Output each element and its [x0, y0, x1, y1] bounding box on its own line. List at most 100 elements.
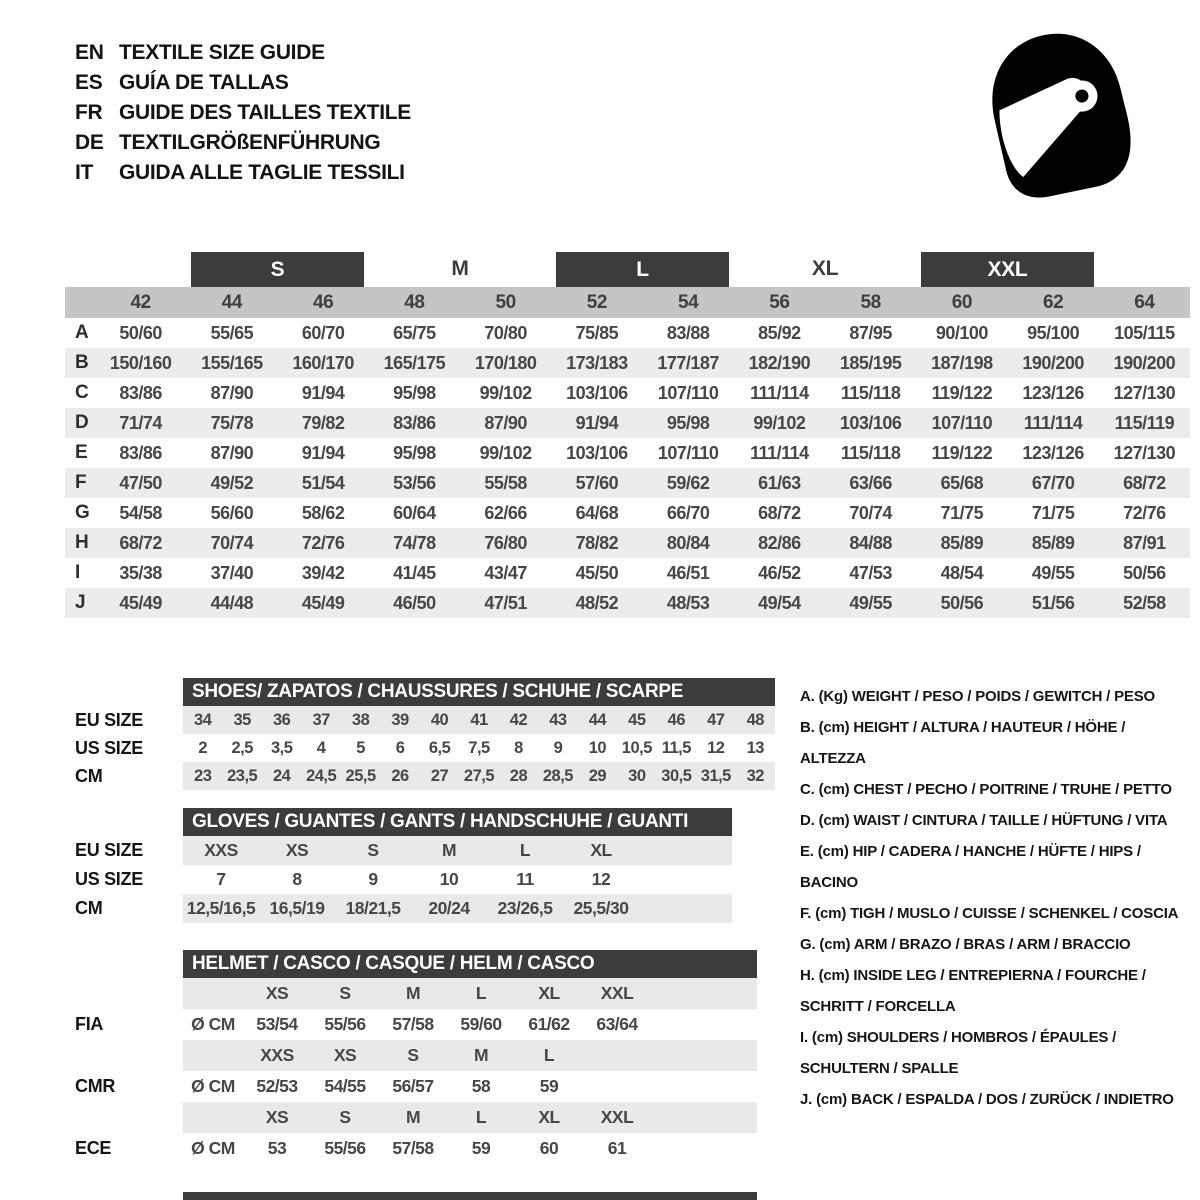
- diameter-cm-label: [183, 978, 243, 1009]
- size-value: 7: [216, 869, 226, 889]
- size-value: 61/62: [528, 1014, 570, 1034]
- size-value: 47: [707, 710, 725, 729]
- size-range-value: 165/175: [383, 352, 446, 373]
- diameter-cm-label: Ø CM: [191, 1138, 235, 1158]
- legend-text: HIP / CADERA / HANCHE / HÜFTE / HIPS / B…: [800, 843, 1141, 891]
- size-label-xl: XL: [811, 257, 839, 280]
- row-letter: C: [75, 382, 89, 403]
- size-value: 32: [746, 766, 765, 785]
- numeric-size: 48: [404, 291, 425, 313]
- numeric-size: 50: [495, 291, 517, 313]
- size-range-value: 182/190: [748, 352, 811, 373]
- size-range-value: 190/200: [1022, 352, 1084, 373]
- row-label: US SIZE: [75, 737, 143, 758]
- size-range-value: 50/56: [940, 592, 984, 613]
- language-title: GUIDA ALLE TAGLIE TESSILI: [119, 161, 405, 184]
- helmet-size-table: HELMET / CASCO / CASQUE / HELM / CASCO X…: [65, 950, 757, 1164]
- size-range-value: 95/98: [393, 442, 436, 463]
- size-range-value: 78/82: [575, 532, 619, 553]
- size-value: 24: [272, 766, 291, 785]
- table-row: CM 23 23,5 24 24,5: [65, 762, 775, 790]
- size-range-value: 119/122: [931, 442, 993, 463]
- size-range-value: 115/119: [1114, 412, 1175, 433]
- numeric-size: 44: [221, 291, 243, 313]
- size-range-value: 51/54: [301, 472, 345, 493]
- size-value: 2,5: [231, 738, 253, 757]
- legend-unit: (cm): [818, 719, 850, 736]
- legend-key: A.: [800, 688, 815, 705]
- size-value: 53: [267, 1138, 287, 1158]
- size-letter-row: S M L XL XXL: [65, 251, 1190, 287]
- size-value: 57/58: [392, 1138, 434, 1158]
- size-range-value: 66/70: [666, 502, 710, 523]
- size-range-value: 87/90: [484, 412, 527, 433]
- size-value: M: [441, 840, 457, 860]
- numeric-size: 42: [130, 291, 152, 313]
- size-range-value: 103/106: [566, 382, 628, 403]
- legend-line: C. (cm) CHEST / PECHO / POITRINE / TRUHE…: [800, 774, 1192, 805]
- size-value: 7,5: [468, 738, 490, 757]
- table-row: D 71/74 75/78 79/82 83/86 87/90: [65, 408, 1190, 438]
- legend-unit: (cm): [818, 967, 850, 984]
- size-range-value: 71/75: [1031, 502, 1075, 523]
- size-value: 44: [588, 710, 607, 729]
- size-range-value: 56/60: [210, 502, 254, 523]
- size-range-value: 83/86: [119, 382, 162, 403]
- size-value: 11,5: [661, 738, 692, 757]
- shoes-size-table: SHOES/ ZAPATOS / CHAUSSURES / SCHUHE / S…: [65, 678, 775, 790]
- size-range-value: 52/58: [1123, 592, 1166, 613]
- size-range-value: 50/56: [1123, 562, 1166, 583]
- size-range-value: 103/106: [566, 442, 628, 463]
- row-letter: F: [75, 472, 87, 493]
- size-value: 45: [628, 710, 646, 729]
- legend-unit: (cm): [816, 1091, 847, 1108]
- size-value: 26: [391, 766, 409, 785]
- size-value: 16,5/19: [269, 898, 325, 918]
- size-value: [583, 1040, 651, 1071]
- table-row: ECE Ø CM 53 55/56 57/58 59: [65, 1133, 757, 1164]
- numeric-size: 46: [313, 291, 334, 313]
- size-value: 27: [430, 766, 449, 785]
- size-range-value: 85/92: [758, 322, 801, 343]
- size-range-value: 76/80: [484, 532, 527, 553]
- size-range-value: 170/180: [474, 352, 537, 373]
- gloves-size-table: GLOVES / GUANTES / GANTS / HANDSCHUHE / …: [65, 808, 732, 923]
- size-range-value: 43/47: [484, 562, 527, 583]
- size-value: XL: [590, 840, 612, 860]
- size-value: 37: [312, 710, 330, 729]
- size-range-value: 53/56: [393, 472, 436, 493]
- size-range-value: 90/100: [935, 322, 989, 343]
- size-range-value: 83/88: [666, 322, 710, 343]
- size-value: 8: [514, 738, 523, 757]
- size-value: 46: [667, 710, 686, 729]
- size-range-value: 111/114: [750, 442, 809, 463]
- language-row: FR GUIDE DES TAILLES TEXTILE: [75, 98, 411, 128]
- legend-key: C.: [800, 781, 815, 798]
- row-letter: B: [75, 352, 89, 373]
- size-value: 10: [588, 738, 607, 757]
- size-range-value: 47/51: [484, 592, 527, 613]
- size-range-value: 49/55: [849, 592, 892, 613]
- row-label: [65, 1040, 183, 1071]
- size-label-xxl: XXL: [921, 252, 1094, 287]
- size-value: S: [339, 1107, 351, 1127]
- size-value: 2: [198, 738, 208, 757]
- legend-key: E.: [800, 843, 814, 860]
- size-range-value: 83/86: [119, 442, 162, 463]
- size-range-value: 82/86: [758, 532, 801, 553]
- table-row: EU SIZE 34 35 36 37: [65, 706, 775, 734]
- size-value: 12: [707, 738, 725, 757]
- legend-key: D.: [800, 812, 815, 829]
- language-code: DE: [75, 131, 104, 154]
- size-value: 30: [628, 766, 646, 785]
- size-range-value: 45/50: [575, 562, 619, 583]
- table-row: XS S M L XL XXL: [65, 978, 757, 1009]
- legend-unit: (cm): [818, 812, 850, 829]
- legend-text: CHEST / PECHO / POITRINE / TRUHE / PETTO: [853, 781, 1172, 798]
- size-range-value: 91/94: [575, 412, 619, 433]
- size-value: XXL: [600, 983, 634, 1003]
- size-value: S: [339, 983, 351, 1003]
- size-label-l: L: [556, 252, 729, 287]
- numeric-size: 60: [951, 291, 973, 313]
- size-value: L: [475, 1107, 487, 1127]
